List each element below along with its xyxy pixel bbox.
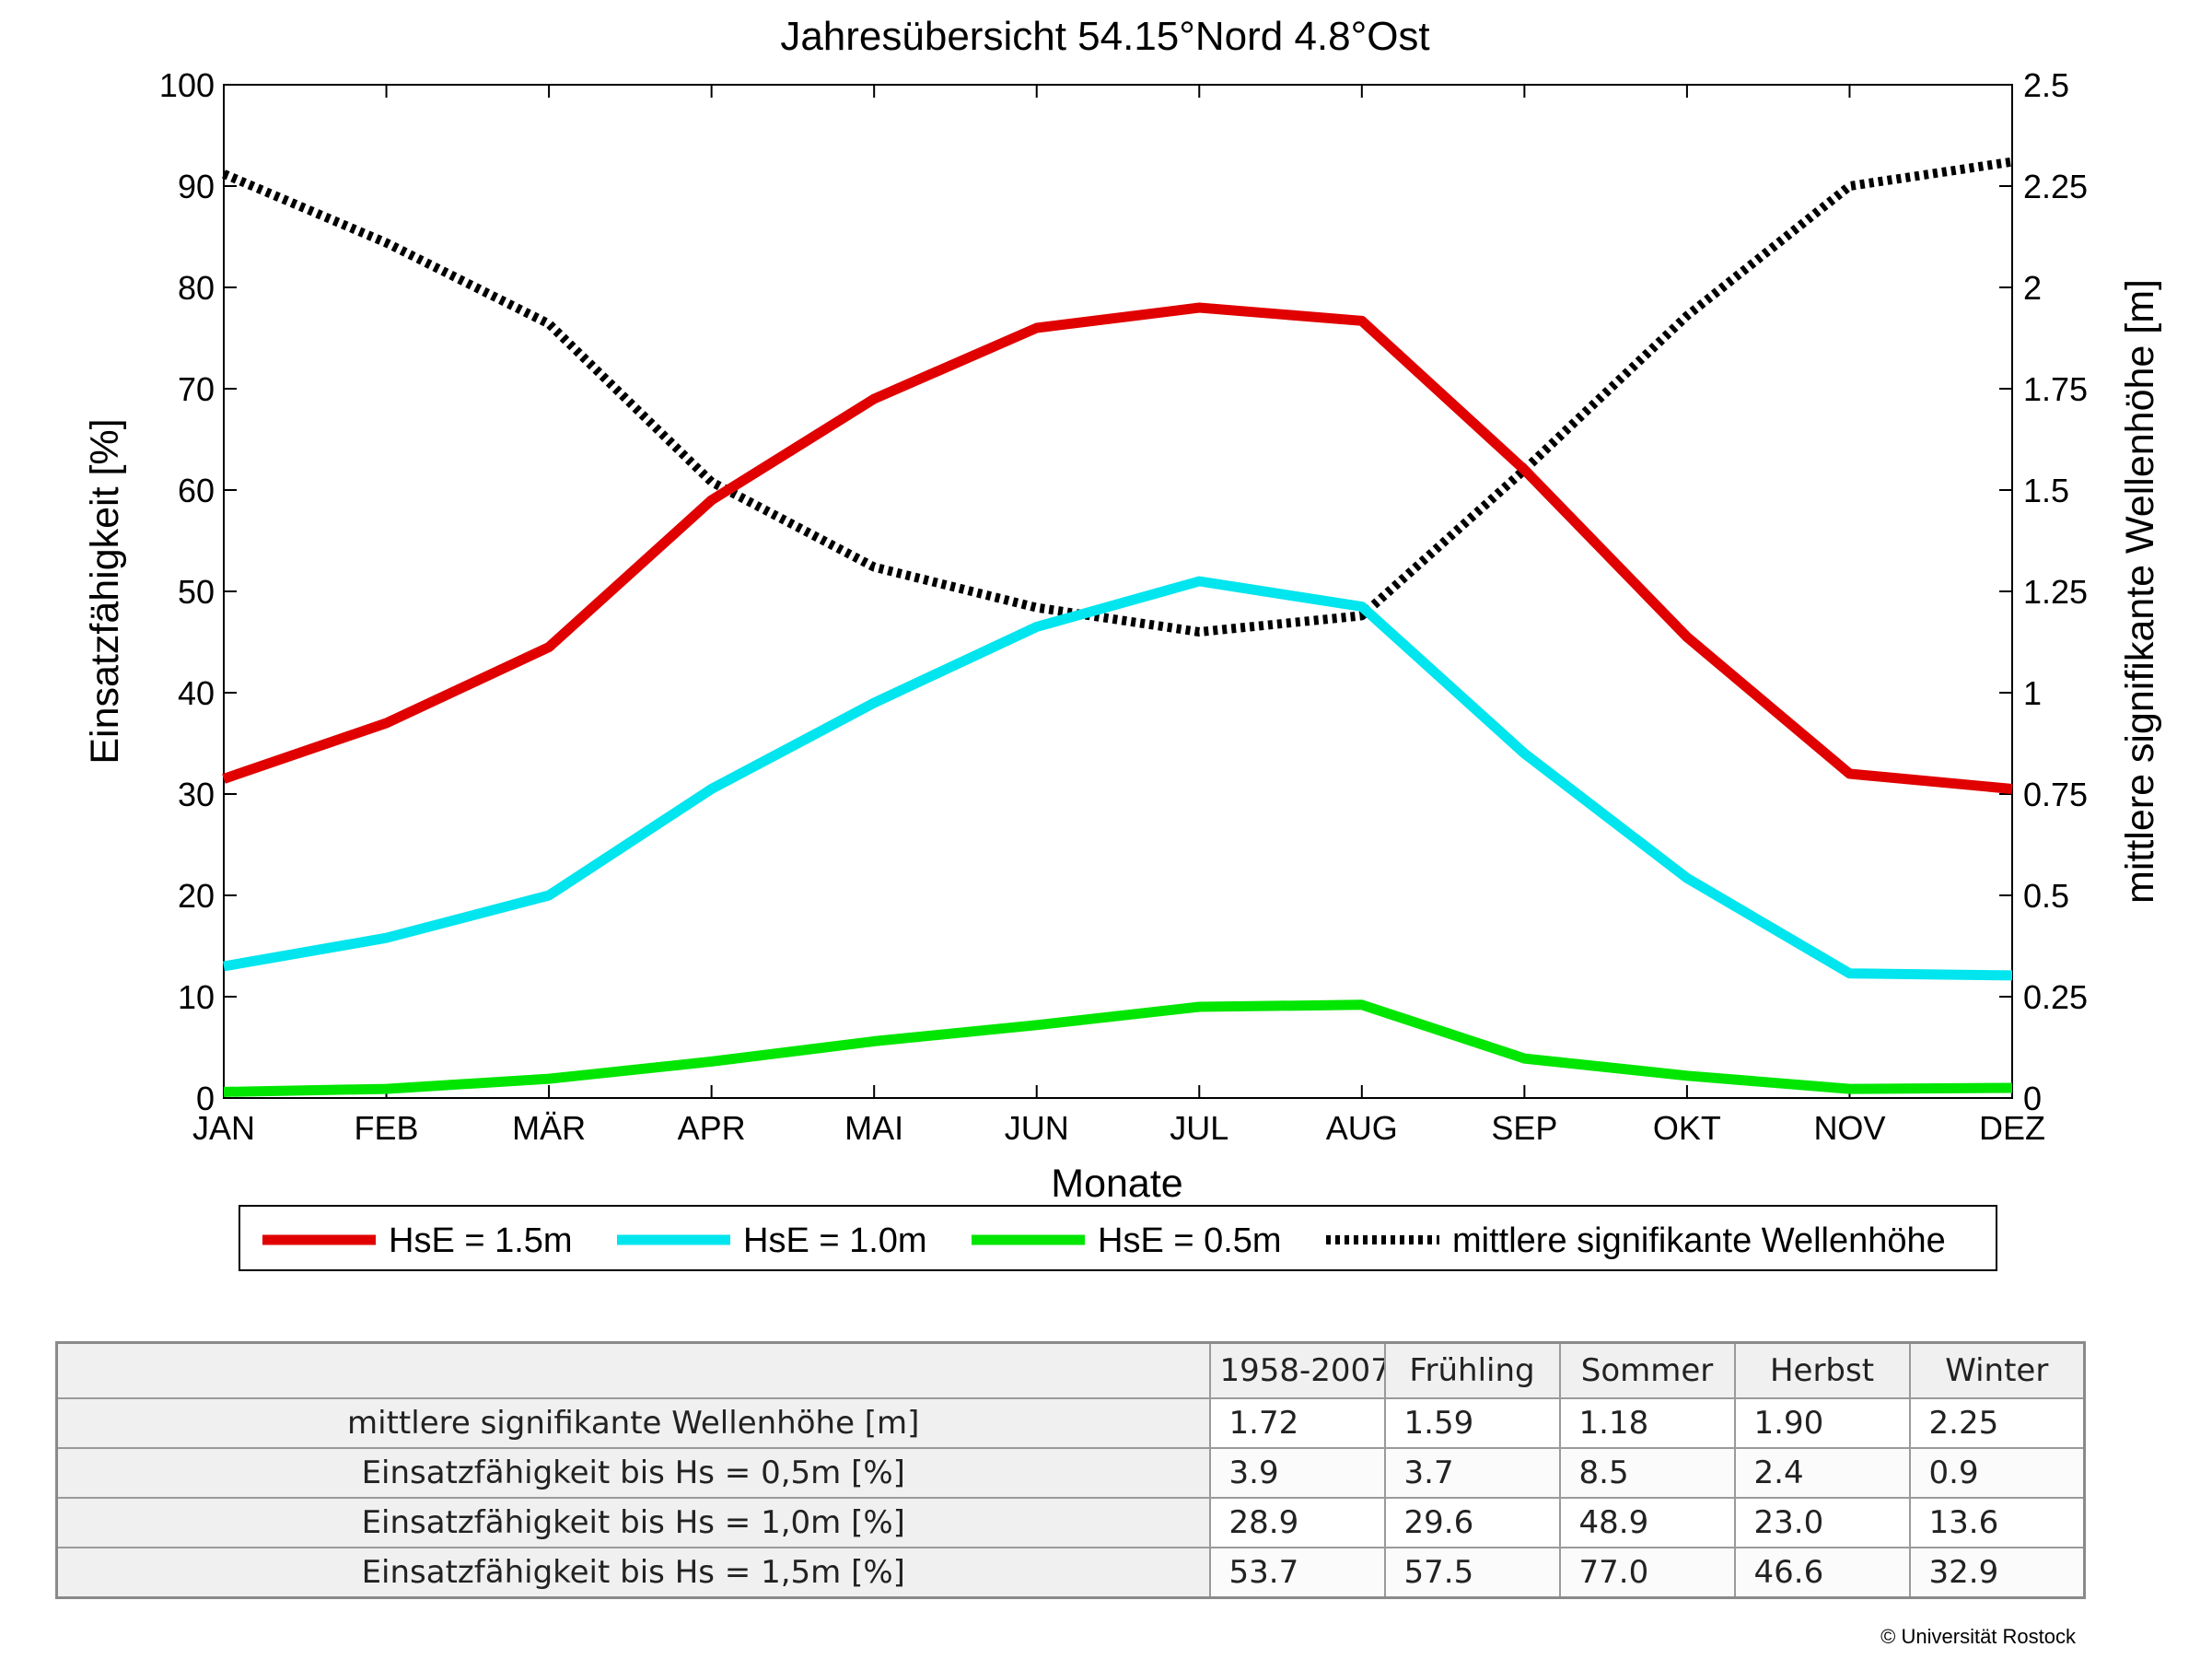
table-cell: 46.6 [1733, 1547, 1911, 1599]
table-row: Einsatzfähigkeit bis Hs = 1,5m [%] 53.7 … [55, 1547, 2086, 1599]
y-tick-label: 60 [178, 472, 215, 509]
table-cell: 23.0 [1733, 1497, 1911, 1548]
table-cell: 28.9 [1208, 1497, 1386, 1548]
y2-tick-label: 0.5 [2023, 877, 2069, 915]
right-axis: 0 0.25 0.5 0.75 1 1.25 1.5 1.75 2 2.25 2.5 [1999, 66, 2088, 1117]
table-cell: 0.9 [1908, 1447, 2086, 1499]
y-tick-label: 0 [196, 1080, 215, 1117]
series-line-0 [222, 302, 2013, 794]
chart: Jahresübersicht 54.15°Nord 4.8°Ost 01020… [83, 14, 2162, 1271]
x-tick-label: APR [678, 1109, 746, 1147]
y2-tick-label: 2.25 [2023, 168, 2088, 205]
legend-label-2: HsE = 0.5m [1098, 1221, 1282, 1260]
series-line-3 [222, 157, 2013, 637]
table-cell: 1.59 [1383, 1397, 1561, 1449]
x-tick-label: MÄR [512, 1109, 586, 1147]
y2-tick-label: 1 [2023, 674, 2042, 712]
x-tick-label: JUL [1170, 1109, 1228, 1147]
y2-tick-label: 1.75 [2023, 370, 2088, 408]
table-cell: 53.7 [1208, 1547, 1386, 1599]
table-cell: 1.90 [1733, 1397, 1911, 1449]
y-tick-label: 50 [178, 573, 215, 611]
table-cell: 3.7 [1383, 1447, 1561, 1499]
table-header-corner [55, 1341, 1211, 1399]
legend-label-3: mittlere signifikante Wellenhöhe [1452, 1221, 1946, 1260]
table-cell: 48.9 [1558, 1497, 1736, 1548]
y-tick-label: 80 [178, 269, 215, 307]
y2-tick-label: 0 [2023, 1080, 2042, 1117]
copyright-notice: © Universität Rostock [1880, 1625, 2076, 1648]
x-tick-label: AUG [1326, 1109, 1398, 1147]
y2-tick-label: 0.75 [2023, 776, 2088, 813]
y2-tick-label: 2.5 [2023, 66, 2069, 104]
row-label: Einsatzfähigkeit bis Hs = 0,5m [%] [55, 1447, 1211, 1499]
row-label: Einsatzfähigkeit bis Hs = 1,0m [%] [55, 1497, 1211, 1548]
y-tick-label: 30 [178, 776, 215, 813]
y-tick-label: 40 [178, 674, 215, 712]
table-cell: 3.9 [1208, 1447, 1386, 1499]
x-axis: JAN FEB MÄR APR MAI JUN JUL AUG SEP OKT NOV DEZ [192, 85, 2045, 1147]
table-cell: 13.6 [1908, 1497, 2086, 1548]
plot-area [223, 84, 2013, 1099]
y2-tick-label: 0.25 [2023, 978, 2088, 1016]
x-tick-label: OKT [1653, 1109, 1721, 1147]
table-header-period: 1958-2007 [1208, 1341, 1386, 1399]
x-axis-label: Monate [1051, 1162, 1182, 1206]
table-header-spring: Frühling [1383, 1341, 1561, 1399]
series-line-1 [223, 576, 2013, 981]
table-cell: 1.18 [1558, 1397, 1736, 1449]
table-cell: 1.72 [1208, 1397, 1386, 1449]
table-cell: 8.5 [1558, 1447, 1736, 1499]
legend: HsE = 1.5m HsE = 1.0m HsE = 0.5m mittlere s… [262, 1221, 1946, 1260]
y2-tick-label: 1.25 [2023, 573, 2088, 611]
x-tick-label: MAI [844, 1109, 903, 1147]
y-tick-label: 100 [159, 66, 215, 104]
left-axis: 0 10 20 30 40 50 60 70 80 90 100 [159, 66, 237, 1117]
table-row: mittlere signifikante Wellenhöhe [m] 1.7… [55, 1397, 2086, 1449]
x-tick-label: NOV [1813, 1109, 1885, 1147]
table-header-summer: Sommer [1558, 1341, 1736, 1399]
y-tick-label: 10 [178, 978, 215, 1016]
chart-title: Jahresübersicht 54.15°Nord 4.8°Ost [780, 14, 1429, 59]
table-header-autumn: Herbst [1733, 1341, 1911, 1399]
table-header-row: 1958-2007 Frühling Sommer Herbst Winter [55, 1341, 2086, 1399]
table-header-winter: Winter [1908, 1341, 2086, 1399]
table-row: Einsatzfähigkeit bis Hs = 0,5m [%] 3.9 3… [55, 1447, 2086, 1499]
x-tick-label: FEB [355, 1109, 419, 1147]
legend-label-0: HsE = 1.5m [389, 1221, 573, 1260]
row-label: mittlere signifikante Wellenhöhe [m] [55, 1397, 1211, 1449]
y-axis-label: Einsatzfähigkeit [%] [83, 418, 127, 764]
y-tick-label: 70 [178, 370, 215, 408]
y-tick-label: 90 [178, 168, 215, 205]
series-layer [222, 157, 2013, 1097]
table-cell: 29.6 [1383, 1497, 1561, 1548]
y2-tick-label: 2 [2023, 269, 2042, 307]
y2-axis-label: mittlere signifikante Wellenhöhe [m] [2118, 279, 2162, 904]
legend-box [239, 1205, 1997, 1271]
table-cell: 57.5 [1383, 1547, 1561, 1599]
table-cell: 32.9 [1908, 1547, 2086, 1599]
x-tick-label: SEP [1491, 1109, 1557, 1147]
series-line-2 [223, 999, 2013, 1097]
x-tick-label: DEZ [1979, 1109, 2045, 1147]
table-cell: 77.0 [1558, 1547, 1736, 1599]
table-cell: 2.25 [1908, 1397, 2086, 1449]
y-tick-label: 20 [178, 877, 215, 915]
table-cell: 2.4 [1733, 1447, 1911, 1499]
table-row: Einsatzfähigkeit bis Hs = 1,0m [%] 28.9 … [55, 1497, 2086, 1548]
x-tick-label: JUN [1005, 1109, 1069, 1147]
x-tick-label: JAN [192, 1109, 255, 1147]
legend-label-1: HsE = 1.0m [743, 1221, 927, 1260]
summary-table: 1958-2007 Frühling Sommer Herbst Winter … [55, 1341, 2086, 1599]
row-label: Einsatzfähigkeit bis Hs = 1,5m [%] [55, 1547, 1211, 1599]
y2-tick-label: 1.5 [2023, 472, 2069, 509]
